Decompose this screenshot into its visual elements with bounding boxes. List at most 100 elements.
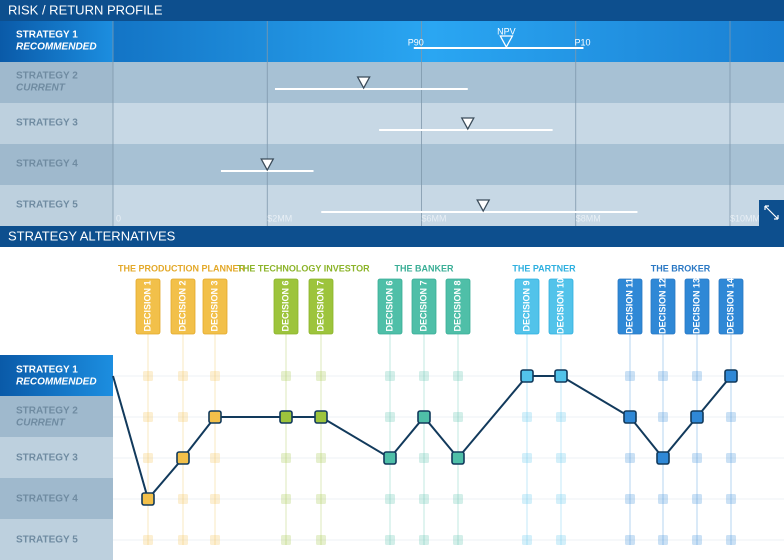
decision-label: DECISION 1 [142,280,152,331]
strategy-note: RECOMMENDED [16,42,97,53]
row-background [0,103,784,144]
option-square [726,494,736,504]
option-square [210,494,220,504]
npv-marker [260,158,275,172]
decision-label: DECISION 10 [555,278,565,334]
row-label-background [0,103,113,144]
group-title: THE BROKER [651,263,711,273]
strategy-name: STRATEGY 3 [16,118,78,129]
selected-option [623,410,637,424]
row-label-background [0,62,113,103]
npv-marker [499,35,514,49]
option-square [522,494,532,504]
option-square [419,535,429,545]
decision-box [377,278,403,335]
decision-box [170,278,196,335]
decision-label: DECISION 3 [209,280,219,331]
option-square [726,412,736,422]
group-title: THE PRODUCTION PLANNER [118,263,246,273]
strategy-name: STRATEGY 1 [16,30,78,41]
axis-tick-label: $6MM [422,213,447,223]
selected-option [417,410,431,424]
selected-option [656,451,670,465]
axis-tick-label: $8MM [576,213,601,223]
axis-tick-label: $10MM [730,213,760,223]
selected-option [314,410,328,424]
selected-option [451,451,465,465]
decision-label: DECISION 12 [657,278,667,334]
option-square [281,494,291,504]
option-square [522,453,532,463]
option-square [143,371,153,381]
option-square [419,453,429,463]
decision-box [135,278,161,335]
row-label-background [0,185,113,226]
row-background [0,185,784,226]
npv-marker [476,199,491,213]
decision-label: DECISION 6 [280,280,290,331]
option-square [281,371,291,381]
strategy-name: STRATEGY 4 [16,494,78,505]
option-square [385,494,395,504]
decision-box [514,278,540,335]
row-label-background [0,396,113,437]
selected-option [520,369,534,383]
option-square [658,371,668,381]
row-label-background [0,355,113,396]
selected-option [554,369,568,383]
row-label-background [0,478,113,519]
option-square [625,453,635,463]
decision-label: DECISION 11 [624,278,634,334]
option-square [210,453,220,463]
option-square [726,535,736,545]
option-square [178,494,188,504]
decision-box [617,278,643,335]
option-square [178,412,188,422]
option-square [556,535,566,545]
strategy-name: STRATEGY 1 [16,365,78,376]
row-label-background [0,21,113,62]
group-title: THE TECHNOLOGY INVESTOR [237,263,370,273]
option-square [692,494,702,504]
expand-icon [764,205,779,220]
decision-label: DECISION 7 [418,280,428,331]
decision-box [650,278,676,335]
axis-tick-label: $2MM [267,213,292,223]
row-label-background [0,519,113,560]
option-square [419,371,429,381]
decision-label: DECISION 6 [384,280,394,331]
selected-option [208,410,222,424]
option-square [210,371,220,381]
npv-label: NPV [497,26,516,36]
npv-marker [460,117,475,131]
decision-label: DECISION 14 [725,278,735,334]
selected-path [112,375,732,502]
row-label-background [0,144,113,185]
section-header [0,226,784,247]
p10-label: P10 [574,37,590,47]
option-square [281,535,291,545]
decision-box [308,278,334,335]
option-square [625,535,635,545]
selected-option [383,451,397,465]
option-square [316,453,326,463]
option-square [453,412,463,422]
option-square [385,412,395,422]
option-square [210,535,220,545]
strategy-name: STRATEGY 5 [16,535,78,546]
decision-box [445,278,471,335]
decision-box [718,278,744,335]
option-square [178,535,188,545]
decision-label: DECISION 7 [315,280,325,331]
option-square [143,412,153,422]
option-square [658,535,668,545]
decision-box [548,278,574,335]
option-square [625,494,635,504]
npv-marker [356,76,371,90]
decision-label: DECISION 8 [452,280,462,331]
option-square [281,453,291,463]
option-square [385,535,395,545]
